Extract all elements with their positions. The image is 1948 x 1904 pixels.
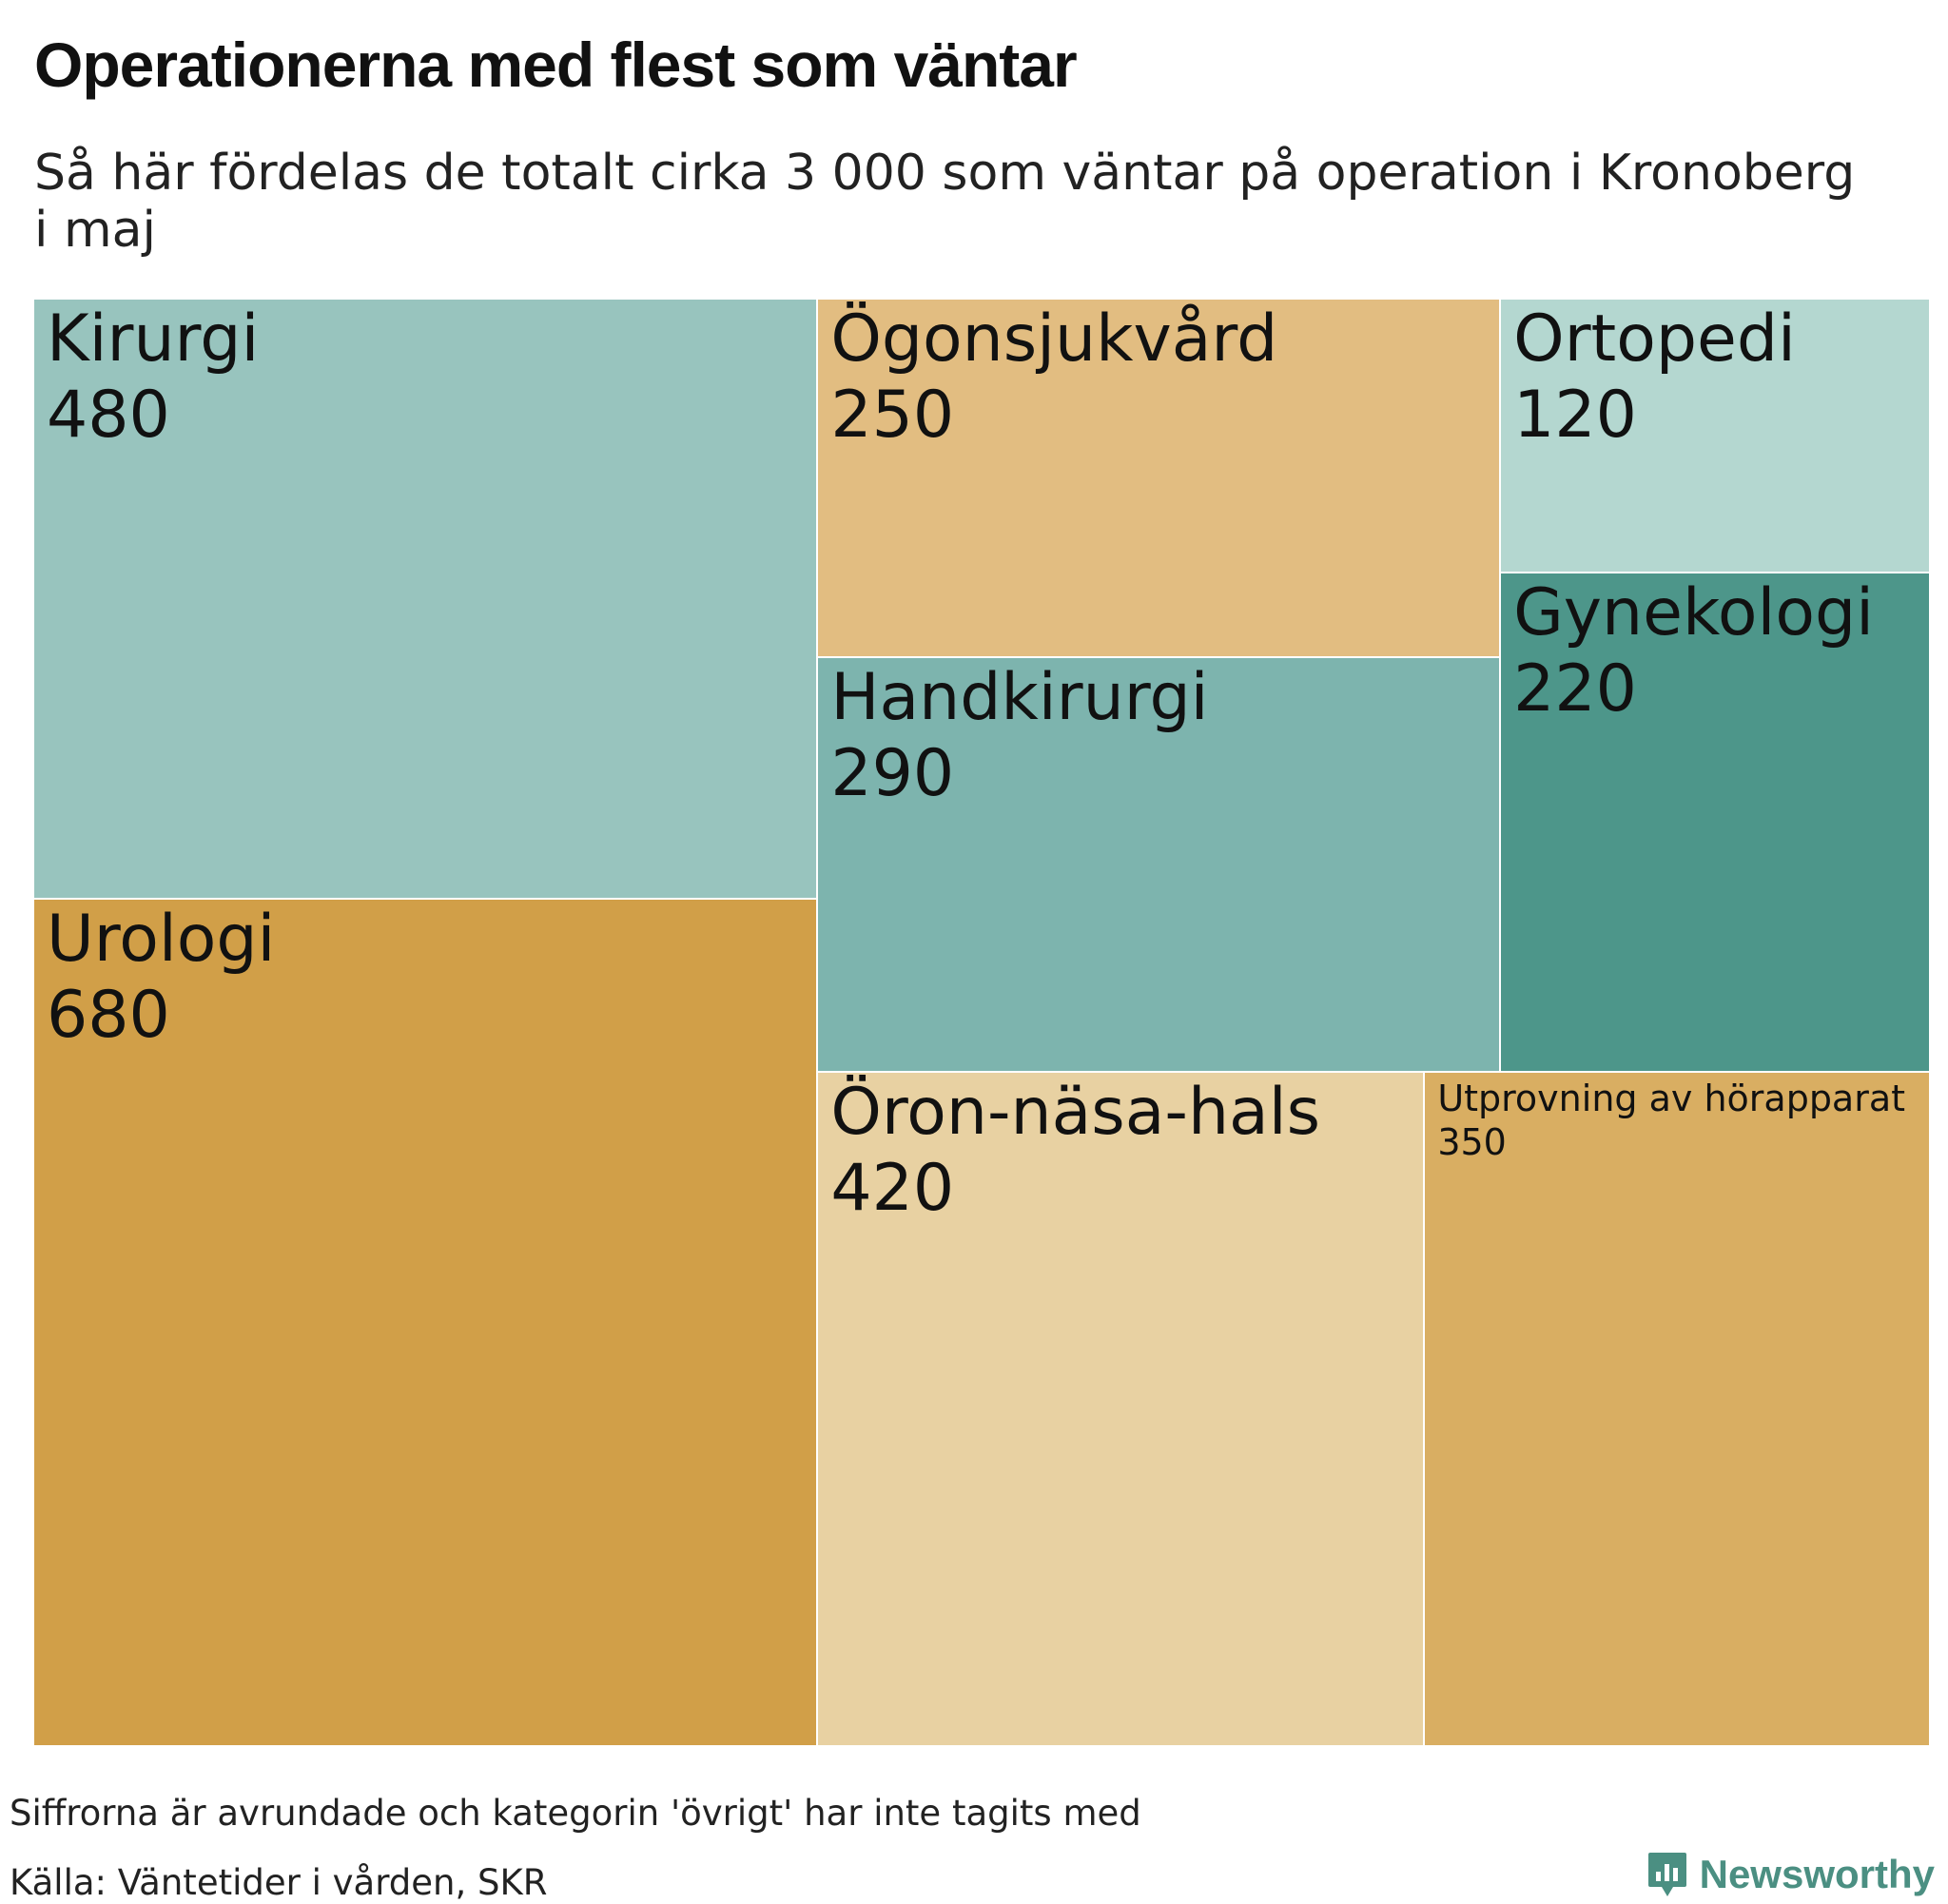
tile-label: Urologi 680 bbox=[47, 902, 275, 1054]
tile-category-label: Ögonsjukvård bbox=[830, 301, 1278, 377]
treemap-tile-utprovning-av-horapparat: Utprovning av hörapparat 350 bbox=[1423, 1070, 1929, 1745]
footnote: Siffrorna är avrundade och kategorin 'öv… bbox=[10, 1793, 1141, 1834]
tile-label: Ögonsjukvård 250 bbox=[830, 301, 1277, 454]
tile-value-label: 420 bbox=[830, 1150, 955, 1226]
treemap-tile-ortopedi: Ortopedi 120 bbox=[1499, 300, 1929, 573]
tile-value-label: 350 bbox=[1437, 1120, 1507, 1163]
tile-category-label: Urologi bbox=[47, 901, 276, 977]
tile-value-label: 290 bbox=[830, 736, 955, 812]
treemap-tile-gynekologi: Gynekologi 220 bbox=[1499, 572, 1929, 1071]
chart-subtitle: Så här fördelas de totalt cirka 3 000 so… bbox=[34, 145, 1856, 259]
tile-value-label: 120 bbox=[1513, 378, 1637, 453]
tile-category-label: Utprovning av hörapparat bbox=[1437, 1077, 1906, 1119]
chart-title: Operationerna med flest som väntar bbox=[34, 29, 1078, 100]
tile-label: Gynekologi 220 bbox=[1513, 575, 1874, 728]
treemap-tile-oron-nasa-hals: Öron-näsa-hals 420 bbox=[816, 1070, 1424, 1745]
treemap-tile-kirurgi: Kirurgi 480 bbox=[34, 300, 817, 898]
tile-value-label: 480 bbox=[47, 378, 170, 453]
tile-label: Öron-näsa-hals 420 bbox=[830, 1075, 1320, 1227]
tile-label: Handkirurgi 290 bbox=[830, 660, 1208, 812]
tile-category-label: Öron-näsa-hals bbox=[830, 1074, 1321, 1150]
tile-category-label: Gynekologi bbox=[1513, 575, 1875, 651]
tile-category-label: Handkirurgi bbox=[830, 660, 1209, 736]
tile-value-label: 250 bbox=[830, 378, 955, 453]
treemap-chart: Kirurgi 480 Urologi 680 Ögonsjukvård 250 Handk… bbox=[34, 300, 1929, 1745]
tile-label: Ortopedi 120 bbox=[1513, 301, 1796, 454]
brand-name: Newsworthy bbox=[1699, 1852, 1935, 1896]
tile-value-label: 680 bbox=[47, 977, 170, 1053]
tile-label: Utprovning av hörapparat 350 bbox=[1437, 1077, 1905, 1164]
tile-category-label: Kirurgi bbox=[47, 301, 260, 377]
treemap-tile-urologi: Urologi 680 bbox=[34, 897, 817, 1745]
brand-logo: Newsworthy bbox=[1646, 1851, 1935, 1898]
tile-category-label: Ortopedi bbox=[1513, 301, 1796, 377]
newsworthy-logo-icon bbox=[1647, 1853, 1686, 1896]
tile-label: Kirurgi 480 bbox=[47, 301, 259, 454]
treemap-tile-ogonsjukvard: Ögonsjukvård 250 bbox=[816, 300, 1500, 657]
treemap-tile-handkirurgi: Handkirurgi 290 bbox=[816, 656, 1500, 1071]
tile-value-label: 220 bbox=[1513, 651, 1637, 728]
source-note: Källa: Väntetider i vården, SKR bbox=[10, 1862, 548, 1903]
